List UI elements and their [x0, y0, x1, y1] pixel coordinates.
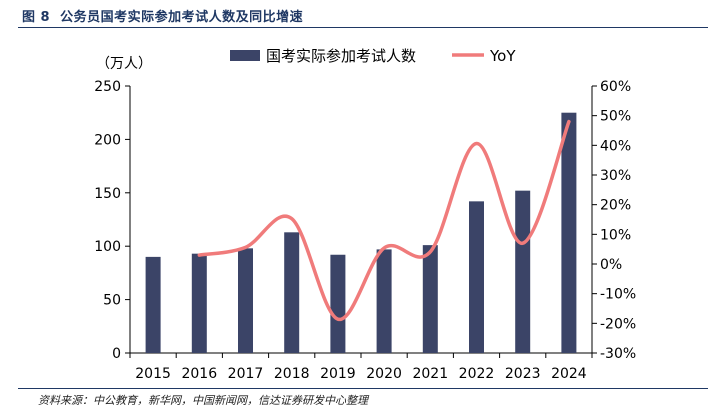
title-divider	[18, 27, 708, 28]
right-tick-label: -30%	[600, 346, 636, 362]
x-tick-label: 2023	[505, 366, 541, 382]
bar-2022	[469, 201, 484, 353]
bar-2020	[376, 249, 392, 353]
bar-2017	[238, 248, 253, 353]
legend-bar-swatch	[230, 50, 260, 61]
right-tick-label: 30%	[600, 168, 631, 184]
bar-2023	[515, 190, 531, 353]
legend-line-label: YoY	[489, 47, 516, 65]
x-tick-label: 2017	[228, 366, 264, 382]
x-tick-label: 2018	[274, 366, 310, 382]
right-tick-label: 10%	[600, 227, 631, 243]
right-tick-label: -10%	[600, 287, 636, 303]
left-axis-unit: （万人）	[96, 56, 152, 72]
left-tick-label: 50	[103, 293, 121, 309]
bar-2019	[330, 254, 346, 353]
right-tick-label: 0%	[600, 257, 622, 273]
figure-caption: 公务员国考实际参加考试人数及同比增速	[60, 10, 304, 25]
left-tick-label: 0	[112, 346, 121, 362]
x-tick-label: 2021	[412, 366, 448, 382]
bar-2015	[145, 256, 161, 353]
bar-2021	[422, 245, 438, 353]
right-tick-label: -20%	[600, 316, 636, 332]
x-tick-label: 2019	[320, 366, 356, 382]
x-tick-label: 2015	[135, 366, 171, 382]
bar-2016	[191, 253, 207, 353]
figure-title: 图 8 公务员国考实际参加考试人数及同比增速	[22, 6, 303, 25]
right-tick-label: 50%	[600, 109, 631, 125]
source-note: 资料来源：中公教育，新华网，中国新闻网，信达证券研发中心整理	[38, 394, 368, 407]
x-tick-label: 2020	[366, 366, 402, 382]
right-tick-label: 40%	[600, 138, 631, 154]
right-tick-label: 20%	[600, 198, 631, 214]
yoy-line	[197, 119, 571, 321]
left-tick-label: 250	[94, 79, 121, 95]
source-divider	[18, 388, 708, 389]
left-tick-label: 100	[94, 239, 121, 255]
x-tick-label: 2016	[181, 366, 217, 382]
legend-bar-label: 国考实际参加考试人数	[266, 47, 416, 65]
right-tick-label: 60%	[600, 79, 631, 95]
x-tick-label: 2022	[459, 366, 495, 382]
left-tick-label: 200	[94, 132, 121, 148]
left-tick-label: 150	[94, 186, 121, 202]
x-tick-label: 2024	[551, 366, 587, 382]
figure-number: 图 8	[22, 10, 51, 25]
bar-2024	[561, 112, 577, 353]
bar-2018	[284, 232, 300, 353]
